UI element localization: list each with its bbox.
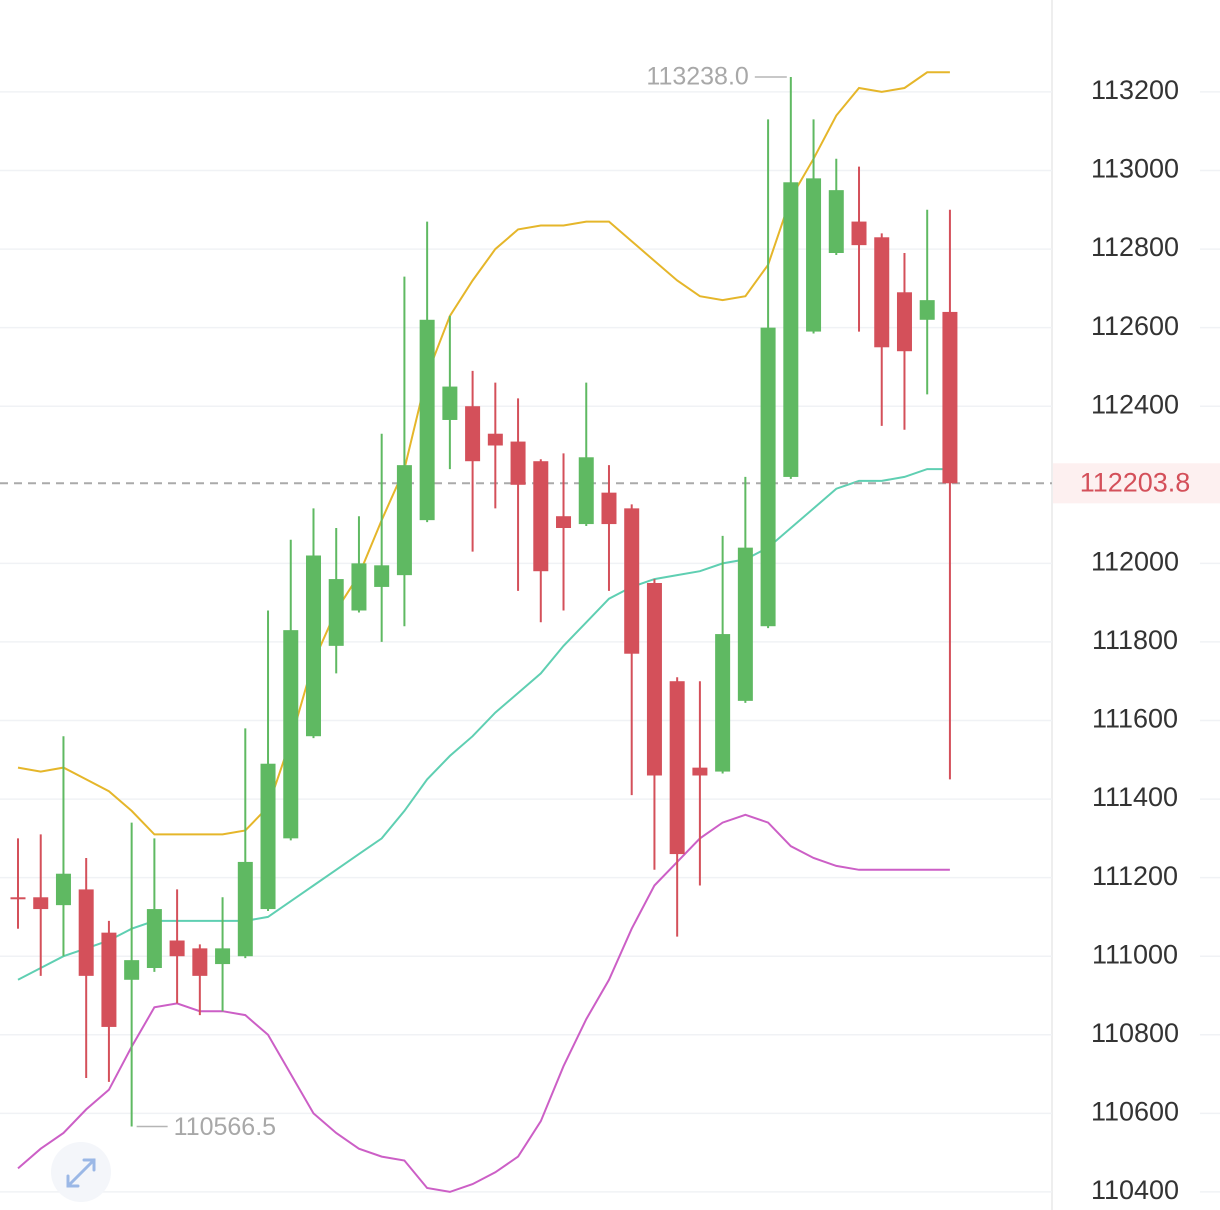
candle-body bbox=[578, 457, 594, 525]
candle-body bbox=[124, 960, 140, 980]
y-tick-label: 112400 bbox=[1091, 389, 1179, 419]
last-price-label: 112203.8 bbox=[1080, 467, 1191, 497]
candle-body bbox=[692, 767, 708, 776]
y-tick-label: 113200 bbox=[1091, 75, 1179, 105]
candle-body bbox=[828, 190, 844, 253]
y-tick-label: 112600 bbox=[1091, 311, 1179, 341]
candle-body bbox=[215, 948, 231, 965]
candle-body bbox=[556, 516, 572, 528]
candle-body bbox=[715, 634, 731, 772]
y-tick-label: 112800 bbox=[1091, 232, 1179, 262]
candle-body bbox=[783, 182, 799, 477]
y-tick-label: 111000 bbox=[1092, 939, 1178, 969]
candle-body bbox=[487, 433, 503, 446]
expand-button[interactable] bbox=[51, 1142, 111, 1202]
last-price-bg bbox=[1053, 463, 1220, 504]
y-tick-label: 111600 bbox=[1092, 704, 1178, 734]
candle-body bbox=[374, 565, 390, 587]
y-tick-label: 111800 bbox=[1092, 625, 1178, 655]
band-line bbox=[17, 813, 950, 1193]
y-tick-label: 111200 bbox=[1092, 861, 1178, 891]
candle-body bbox=[669, 681, 685, 855]
y-tick-label: 110800 bbox=[1091, 1018, 1179, 1048]
y-tick-label: 110600 bbox=[1091, 1096, 1179, 1126]
candle-body bbox=[874, 237, 890, 348]
candle-body bbox=[442, 386, 458, 420]
candle-body bbox=[328, 579, 344, 646]
candle-body bbox=[260, 763, 276, 910]
candle-body bbox=[101, 932, 117, 1027]
y-tick-label: 111400 bbox=[1092, 782, 1178, 812]
candle-body bbox=[33, 897, 49, 910]
candle-body bbox=[601, 492, 617, 525]
candle-body bbox=[896, 292, 912, 352]
candle-body bbox=[10, 897, 26, 900]
candle-body bbox=[919, 300, 935, 320]
candle-body bbox=[351, 563, 367, 611]
candle-body bbox=[533, 461, 549, 572]
candle-body bbox=[942, 311, 958, 484]
candle-body bbox=[760, 327, 776, 627]
candle-body bbox=[646, 583, 662, 776]
candle-body bbox=[419, 319, 435, 521]
expand-icon[interactable] bbox=[66, 1158, 96, 1188]
band-line bbox=[17, 468, 950, 981]
y-tick-label: 113000 bbox=[1091, 154, 1179, 184]
candle-body bbox=[305, 555, 321, 737]
max-label: 113238.0 bbox=[646, 63, 748, 91]
candle-body bbox=[396, 465, 412, 576]
candle-body bbox=[851, 221, 867, 246]
y-tick-label: 112000 bbox=[1091, 546, 1179, 576]
candle-body bbox=[283, 630, 299, 839]
candle-body bbox=[237, 861, 253, 957]
candle-body bbox=[737, 547, 753, 701]
min-label: 110566.5 bbox=[174, 1113, 276, 1141]
candle-body bbox=[806, 178, 822, 332]
candle-body bbox=[624, 508, 640, 654]
candle-body bbox=[465, 406, 481, 462]
candle-body bbox=[78, 889, 94, 976]
candle-body bbox=[192, 948, 208, 976]
y-tick-label: 110400 bbox=[1091, 1175, 1179, 1205]
candle-body bbox=[510, 441, 526, 485]
candle-body bbox=[169, 940, 185, 957]
candle-body bbox=[146, 909, 162, 968]
candle-body bbox=[55, 873, 71, 906]
